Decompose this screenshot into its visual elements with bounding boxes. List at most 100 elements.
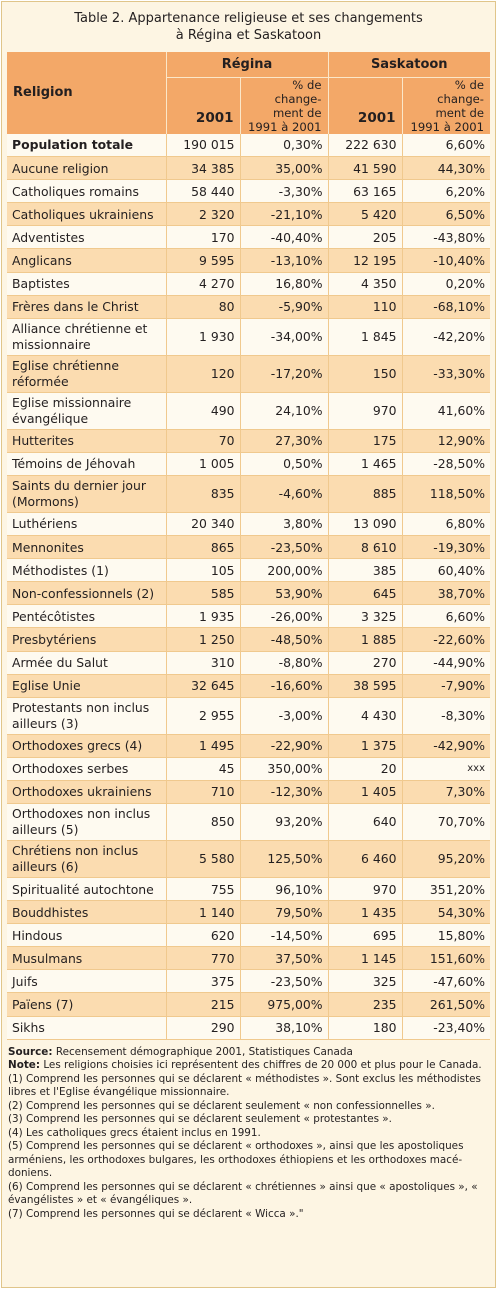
religion-name: Adventistes: [12, 229, 85, 245]
regina-pct-cell: -5,90%: [240, 295, 329, 319]
regina-pct-cell: -40,40%: [240, 225, 329, 250]
religion-name-cell: Méthodistes (1): [7, 558, 167, 583]
regina-2001-cell: 170: [166, 225, 241, 250]
table-notes: Source: Recensement démographique 2001, …: [8, 1046, 489, 1222]
regina-pct-cell: 0,30%: [240, 133, 329, 158]
table-row: Bouddhistes 1 140 79,50% 1 435 54,30%: [7, 900, 490, 925]
note-text: Les religions choisies ici représentent …: [40, 1059, 482, 1072]
religion-name-cell: Orthodoxes grecs (4): [7, 734, 167, 758]
religion-name: Bouddhistes: [12, 904, 89, 920]
saskatoon-2001-cell: 175: [328, 429, 403, 453]
religion-name-cell: Mennonites: [7, 535, 167, 560]
religion-name-cell: Pentécôtistes: [7, 604, 167, 629]
saskatoon-2001-cell: 13 090: [328, 512, 403, 537]
regina-pct-cell: 125,50%: [240, 840, 329, 878]
religion-name-cell: Non-confessionnels (2): [7, 581, 167, 606]
religion-name-cell: Anglicans: [7, 248, 167, 273]
table-row: Païens (7) 215 975,00% 235 261,50%: [7, 992, 490, 1017]
religion-name: Non-confessionnels (2): [12, 585, 155, 601]
table-row: Presbytériens 1 250 -48,50% 1 885 -22,60%: [7, 627, 490, 652]
table-row: Hindous 620 -14,50% 695 15,80%: [7, 923, 490, 948]
regina-pct-cell: 975,00%: [240, 992, 329, 1017]
religion-name: Juifs: [12, 973, 38, 989]
religion-name-cell: Eglise chrétienne réformée: [7, 355, 167, 393]
saskatoon-pct-cell: -47,60%: [402, 969, 490, 994]
regina-2001-cell: 120: [166, 355, 241, 393]
saskatoon-pct-cell: 6,80%: [402, 512, 490, 537]
saskatoon-pct-cell: 6,60%: [402, 133, 490, 158]
regina-pct-cell: -21,10%: [240, 202, 329, 227]
saskatoon-2001-cell: 63 165: [328, 179, 403, 204]
table-row: Eglise Unie 32 645 -16,60% 38 595 -7,90%: [7, 674, 490, 698]
religion-name-cell: Catholiques ukrainiens: [7, 202, 167, 227]
header-regina-pct: % de change- ment de 1991 à 2001: [240, 77, 329, 134]
regina-pct-cell: 53,90%: [240, 581, 329, 606]
table-row: Orthodoxes grecs (4) 1 495 -22,90% 1 375 -42…: [7, 734, 490, 758]
regina-2001-cell: 865: [166, 535, 241, 560]
footnote-1: (1) Comprend les personnes qui se déclar…: [8, 1072, 481, 1099]
religion-name: Païens (7): [12, 996, 74, 1012]
religion-name-cell: Luthériens: [7, 512, 167, 537]
regina-pct-cell: -14,50%: [240, 923, 329, 948]
pct-line-3: 1991 à 2001: [410, 119, 485, 134]
saskatoon-pct-cell: 351,20%: [402, 877, 490, 902]
regina-2001-cell: 190 015: [166, 133, 241, 158]
religion-name-cell: Témoins de Jéhovah: [7, 452, 167, 476]
religion-name-cell: Saints du dernier jour (Mormons): [7, 475, 167, 513]
saskatoon-2001-cell: 8 610: [328, 535, 403, 560]
religion-name-line-2: ailleurs (3): [12, 715, 79, 731]
regina-pct-cell: -34,00%: [240, 318, 329, 356]
religion-name: Témoins de Jéhovah: [12, 456, 136, 472]
regina-2001-cell: 1 250: [166, 627, 241, 652]
religion-name-cell: Bouddhistes: [7, 900, 167, 925]
regina-pct-cell: 35,00%: [240, 156, 329, 181]
saskatoon-2001-cell: 385: [328, 558, 403, 583]
regina-pct-cell: 37,50%: [240, 946, 329, 971]
saskatoon-pct-cell: -10,40%: [402, 248, 490, 273]
saskatoon-pct-cell: 6,50%: [402, 202, 490, 227]
religion-name-line-2: (Mormons): [12, 493, 79, 509]
table-row: Musulmans 770 37,50% 1 145 151,60%: [7, 946, 490, 971]
saskatoon-2001-cell: 970: [328, 877, 403, 902]
saskatoon-2001-cell: 325: [328, 969, 403, 994]
religion-name-cell: Musulmans: [7, 946, 167, 971]
header-saskatoon: Saskatoon: [328, 52, 490, 78]
table-row: Eglise chrétienne réformée 120 -17,20% 150 -3…: [7, 355, 490, 393]
saskatoon-2001-cell: 5 420: [328, 202, 403, 227]
saskatoon-pct-cell: 261,50%: [402, 992, 490, 1017]
religion-name-cell: Adventistes: [7, 225, 167, 250]
religion-name: Eglise missionnaire: [12, 395, 132, 411]
saskatoon-pct-cell: 54,30%: [402, 900, 490, 925]
table-body: Population totale 190 015 0,30% 222 630 6,60…: [7, 133, 490, 1040]
religion-name: Orthodoxes ukrainiens: [12, 784, 152, 800]
table-row: Orthodoxes ukrainiens 710 -12,30% 1 405 7,30…: [7, 780, 490, 804]
regina-pct-cell: -3,30%: [240, 179, 329, 204]
regina-2001-cell: 710: [166, 780, 241, 804]
religion-name-cell: Baptistes: [7, 272, 167, 296]
table-row: Aucune religion 34 385 35,00% 41 590 44,30%: [7, 156, 490, 181]
religion-name: Mennonites: [12, 539, 84, 555]
regina-pct-cell: -3,00%: [240, 697, 329, 735]
saskatoon-2001-cell: 3 325: [328, 604, 403, 629]
saskatoon-2001-cell: 12 195: [328, 248, 403, 273]
religion-name-cell: Orthodoxes ukrainiens: [7, 780, 167, 804]
footnote-3: (3) Comprend les personnes qui se déclar…: [8, 1113, 392, 1126]
religion-name: Pentécôtistes: [12, 608, 96, 624]
source-text: Recensement démographique 2001, Statisti…: [52, 1045, 353, 1058]
regina-pct-cell: -23,50%: [240, 969, 329, 994]
pct-line-2: ment de: [435, 105, 485, 120]
saskatoon-2001-cell: 1 465: [328, 452, 403, 476]
saskatoon-pct-cell: -28,50%: [402, 452, 490, 476]
pct-line-2: ment de: [273, 105, 322, 120]
table-row: Baptistes 4 270 16,80% 4 350 0,20%: [7, 272, 490, 296]
regina-2001-cell: 32 645: [166, 674, 241, 698]
footnote-7: (7) Comprend les personnes qui se déclar…: [8, 1207, 304, 1220]
religion-name: Armée du Salut: [12, 655, 108, 671]
religion-name: Alliance chrétienne et: [12, 321, 148, 337]
general-note: Note: Les religions choisies ici représe…: [8, 1059, 489, 1073]
saskatoon-2001-cell: 645: [328, 581, 403, 606]
regina-2001-cell: 770: [166, 946, 241, 971]
saskatoon-pct-cell: 41,60%: [402, 392, 490, 430]
table-row: Chrétiens non inclus ailleurs (6) 5 580 125…: [7, 840, 490, 878]
pct-line-3: 1991 à 2001: [248, 119, 322, 134]
